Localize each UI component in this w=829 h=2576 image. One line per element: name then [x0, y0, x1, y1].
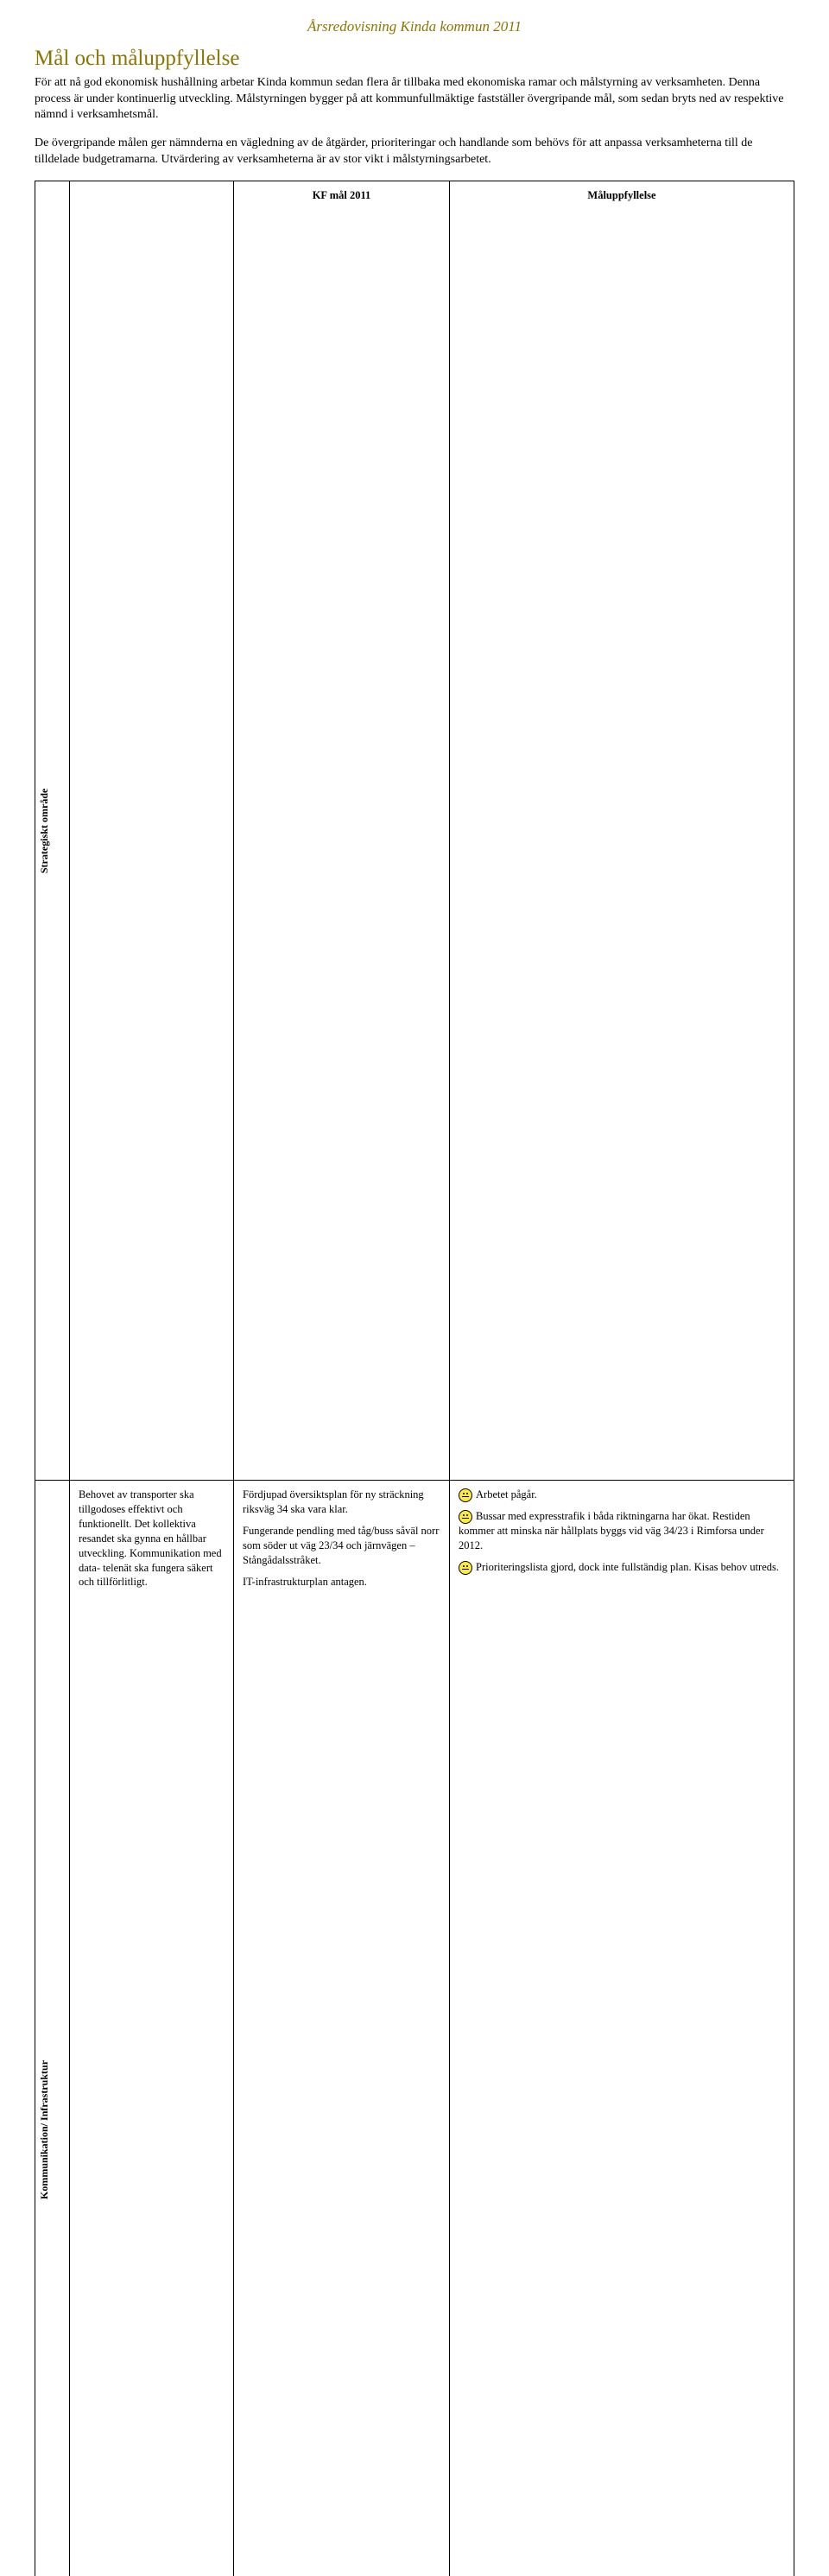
- fulfilment-item: Arbetet pågår.: [459, 1488, 785, 1502]
- fulfilment-item: Bussar med expresstrafik i båda riktning…: [459, 1509, 785, 1553]
- fulfilment-item: Prioriteringslista gjord, dock inte full…: [459, 1560, 785, 1575]
- col-header-empty: [70, 181, 234, 1481]
- area-label-cell: Kommunikation/ Infrastruktur: [35, 1481, 70, 2576]
- area-label: Kommunikation/ Infrastruktur: [37, 1486, 51, 2576]
- page-header: Årsredovisning Kinda kommun 2011: [35, 17, 794, 37]
- col-header-kf-goal: KF mål 2011: [234, 181, 450, 1481]
- kf-goals-cell: Fördjupad översiktsplan för ny sträcknin…: [234, 1481, 450, 2576]
- status-face-icon: [459, 1488, 472, 1502]
- kf-goal-item: Fördjupad översiktsplan för ny sträcknin…: [243, 1488, 440, 1517]
- kf-goal-item: IT-infrastrukturplan antagen.: [243, 1575, 440, 1589]
- fulfilment-text: Prioriteringslista gjord, dock inte full…: [476, 1561, 779, 1573]
- fulfilment-text: Arbetet pågår.: [476, 1488, 537, 1501]
- intro-paragraph-2: De övergripande målen ger nämnderna en v…: [35, 136, 794, 168]
- area-description: Behovet av transporter ska tillgodoses e…: [70, 1481, 234, 2576]
- table-header-row: Strategiskt område KF mål 2011 Måluppfyl…: [35, 181, 794, 1481]
- intro-paragraph-1: För att nå god ekonomisk hushållning arb…: [35, 75, 794, 124]
- kf-goal-item: Fungerande pendling med tåg/buss såväl n…: [243, 1524, 440, 1568]
- table-row: Kommunikation/ Infrastruktur Behovet av t…: [35, 1481, 794, 2576]
- status-face-icon: [459, 1561, 472, 1575]
- fulfilment-cell: Arbetet pågår. Bussar med expresstrafik …: [450, 1481, 794, 2576]
- status-face-icon: [459, 1510, 472, 1524]
- section-title: Mål och måluppfyllelse: [35, 44, 794, 73]
- goals-table: Strategiskt område KF mål 2011 Måluppfyl…: [35, 181, 794, 2576]
- col-header-fulfilment: Måluppfyllelse: [450, 181, 794, 1481]
- col-header-strategic: Strategiskt område: [35, 181, 70, 1481]
- col-header-strategic-label: Strategiskt område: [37, 187, 51, 1475]
- fulfilment-text: Bussar med expresstrafik i båda riktning…: [459, 1510, 764, 1551]
